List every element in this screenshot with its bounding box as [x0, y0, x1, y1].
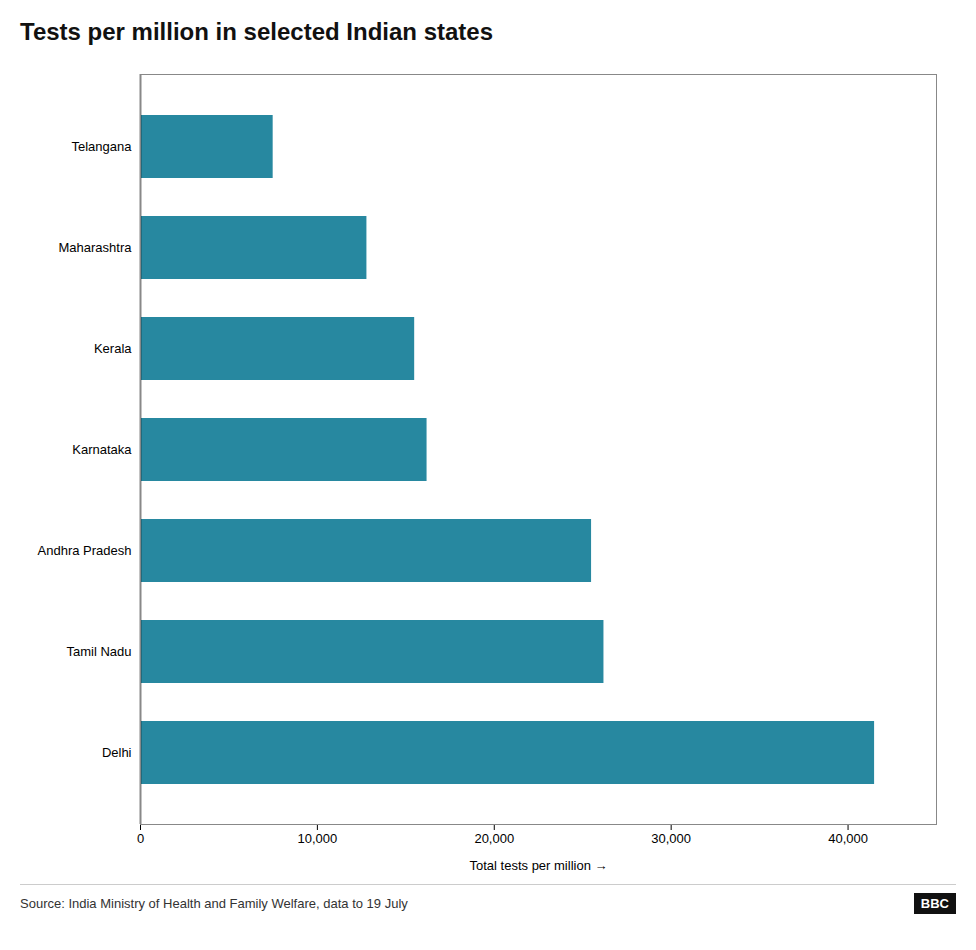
svg-text:Maharashtra: Maharashtra [59, 240, 133, 255]
svg-text:10,000: 10,000 [298, 831, 338, 846]
html-text:BBC: BBC [920, 896, 949, 911]
html-text:Source: India Ministry of Heal: Source: India Ministry of Health and Fam… [20, 896, 408, 911]
svg-text:20,000: 20,000 [474, 831, 514, 846]
svg-text:40,000: 40,000 [828, 831, 868, 846]
svg-text:Andhra Pradesh: Andhra Pradesh [38, 543, 132, 558]
svg-text:0: 0 [137, 831, 144, 846]
svg-text:30,000: 30,000 [651, 831, 691, 846]
svg-text:Tamil Nadu: Tamil Nadu [66, 644, 131, 659]
html-text:Tests per million in selected: Tests per million in selected Indian sta… [20, 18, 493, 45]
svg-text:Delhi: Delhi [102, 745, 132, 760]
svg-text:Karnataka: Karnataka [72, 442, 132, 457]
svg-text:Telangana: Telangana [72, 139, 133, 154]
svg-text:Kerala: Kerala [94, 341, 132, 356]
svg-text:Total tests per million →: Total tests per million → [470, 858, 608, 873]
